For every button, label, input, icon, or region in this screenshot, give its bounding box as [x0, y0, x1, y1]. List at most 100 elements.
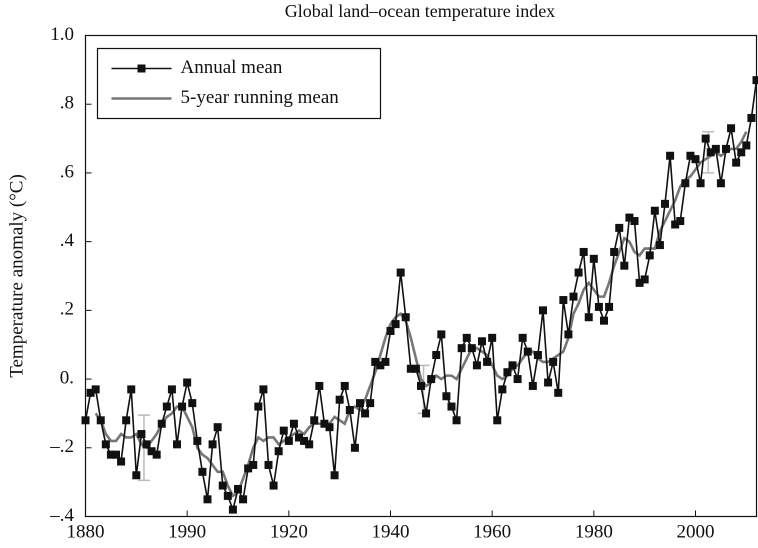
data-point — [422, 409, 431, 418]
data-point — [157, 419, 166, 428]
data-point — [345, 405, 354, 414]
data-point — [218, 481, 227, 490]
x-tick-label: 1990 — [168, 521, 206, 542]
data-point — [350, 443, 359, 452]
data-point — [711, 144, 720, 153]
data-point — [315, 381, 324, 390]
data-point — [478, 337, 486, 346]
data-point — [335, 395, 344, 404]
data-point — [716, 179, 725, 188]
data-point — [676, 217, 685, 226]
data-point — [386, 326, 395, 335]
data-point — [488, 333, 497, 342]
data-point — [727, 124, 736, 133]
data-point — [559, 296, 568, 305]
data-point — [254, 402, 263, 411]
data-point — [279, 426, 288, 435]
data-point — [173, 440, 181, 449]
data-point — [152, 450, 161, 459]
data-point — [427, 375, 436, 384]
data-point — [549, 357, 558, 366]
data-point — [615, 223, 624, 232]
x-tick-label: 1960 — [473, 521, 511, 542]
data-point — [666, 151, 675, 160]
legend-box — [96, 47, 382, 120]
data-point — [234, 485, 242, 494]
data-point — [91, 385, 100, 394]
data-point — [295, 433, 303, 442]
data-point — [142, 440, 151, 449]
legend-label: 5-year running mean — [181, 87, 340, 108]
x-tick-label: 2000 — [677, 521, 715, 542]
data-point — [376, 361, 385, 370]
data-point — [167, 385, 176, 394]
data-point — [554, 388, 563, 397]
data-point — [198, 467, 207, 476]
y-tick-label: –.4 — [49, 505, 74, 526]
plot-frame — [84, 34, 758, 518]
data-point — [117, 457, 126, 466]
data-point — [213, 423, 222, 432]
data-point — [244, 464, 253, 473]
y-tick-label: 1.0 — [50, 24, 74, 45]
data-point — [162, 402, 171, 411]
y-tick-label: .6 — [60, 161, 74, 182]
data-point — [264, 460, 273, 469]
data-point — [605, 302, 614, 311]
data-point — [737, 148, 746, 157]
series-line — [84, 80, 758, 513]
data-point — [228, 505, 237, 514]
data-point — [417, 381, 425, 390]
data-point — [432, 351, 441, 360]
chart-title: Global land–ocean temperature index — [285, 1, 555, 21]
data-point — [396, 268, 405, 277]
data-point — [467, 344, 476, 353]
data-point — [645, 251, 654, 260]
data-point — [86, 388, 95, 397]
data-point — [513, 375, 522, 384]
data-point — [498, 385, 507, 394]
data-point — [594, 302, 603, 311]
data-point — [539, 306, 547, 315]
data-point — [371, 357, 380, 366]
data-point — [325, 423, 334, 432]
data-point — [239, 495, 248, 504]
data-point — [188, 399, 197, 408]
data-point — [81, 416, 90, 425]
data-point — [411, 364, 420, 373]
data-point — [366, 399, 375, 408]
data-point — [249, 460, 258, 469]
data-point — [447, 402, 456, 411]
data-point — [442, 392, 451, 401]
data-point — [584, 313, 593, 322]
data-point — [284, 436, 293, 445]
data-point — [457, 344, 466, 353]
data-point — [655, 241, 664, 250]
data-point — [533, 351, 542, 360]
data-point — [391, 320, 400, 329]
data-point — [732, 158, 741, 167]
x-tick-label: 1980 — [575, 521, 613, 542]
data-point — [305, 440, 314, 449]
data-point — [640, 275, 649, 284]
data-point — [193, 436, 202, 445]
data-point — [706, 148, 715, 157]
data-point — [528, 381, 537, 390]
data-point — [122, 416, 131, 425]
y-tick-label: .2 — [60, 299, 74, 320]
data-point — [381, 357, 390, 366]
data-point — [289, 419, 298, 428]
data-point — [589, 254, 598, 263]
data-point — [564, 330, 573, 339]
data-point — [401, 313, 410, 322]
data-point — [722, 144, 730, 153]
data-point — [671, 220, 680, 229]
data-point — [747, 113, 756, 122]
data-point — [106, 450, 115, 459]
data-point — [625, 213, 634, 222]
data-point — [661, 199, 669, 208]
data-point — [472, 361, 481, 370]
y-tick-label: .8 — [60, 93, 74, 114]
data-point — [569, 292, 578, 301]
